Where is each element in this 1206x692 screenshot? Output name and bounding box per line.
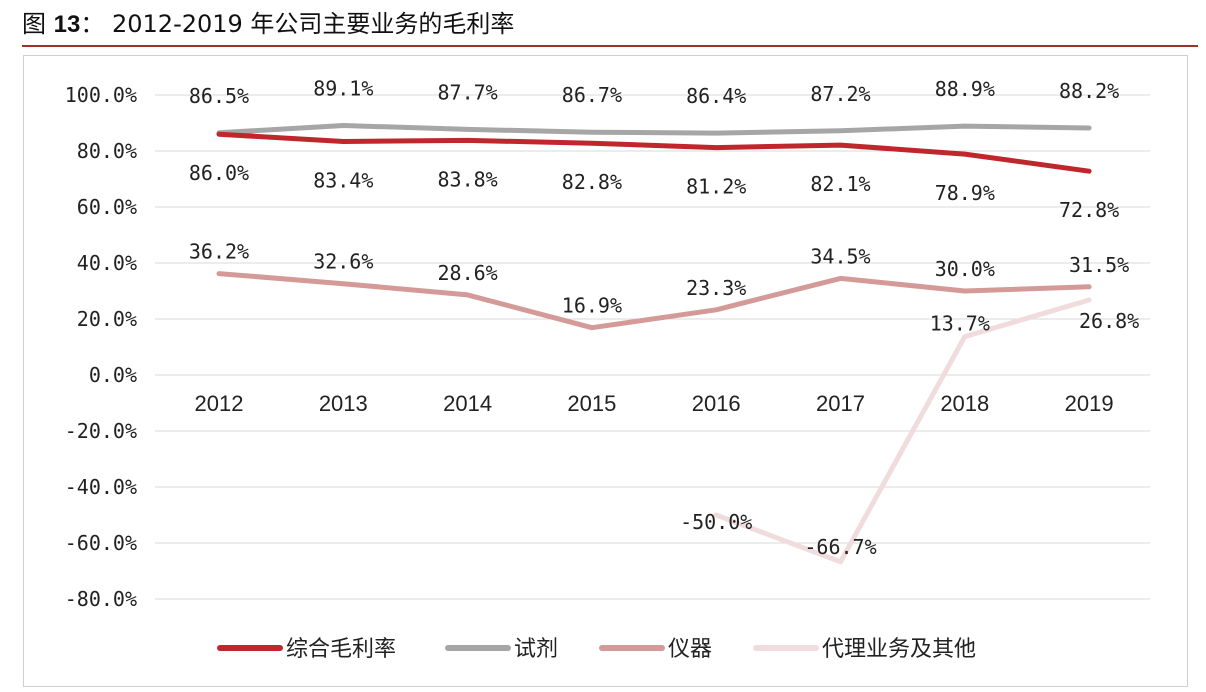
data-label: 31.5%	[1069, 253, 1129, 277]
data-label: 87.2%	[810, 82, 870, 106]
y-tick-label: -20.0%	[65, 419, 137, 443]
x-tick-label: 2016	[692, 391, 741, 416]
data-label: 30.0%	[935, 257, 995, 281]
legend-label: 综合毛利率	[286, 637, 396, 662]
data-label: 78.9%	[935, 181, 995, 205]
data-label: 82.8%	[562, 170, 622, 194]
data-label: 83.8%	[437, 167, 497, 191]
data-label: 28.6%	[437, 261, 497, 285]
y-tick-label: -80.0%	[65, 587, 137, 611]
data-label: 86.4%	[686, 84, 746, 108]
data-label: 89.1%	[313, 77, 373, 101]
data-label: 82.1%	[810, 172, 870, 196]
series-line	[216, 123, 1092, 136]
gridlines	[155, 94, 1150, 600]
legend-label: 仪器	[668, 637, 712, 662]
y-tick-label: 100.0%	[65, 83, 137, 107]
y-tick-label: 20.0%	[77, 307, 137, 331]
data-label: 86.5%	[189, 84, 249, 108]
data-label: 16.9%	[562, 294, 622, 318]
x-tick-label: 2017	[816, 391, 865, 416]
y-tick-label: 60.0%	[77, 195, 137, 219]
data-label: 13.7%	[930, 312, 990, 336]
y-tick-label: 80.0%	[77, 139, 137, 163]
data-label: 88.9%	[935, 77, 995, 101]
series-line	[216, 271, 1092, 331]
series-lines	[216, 123, 1092, 565]
x-axis-labels: 2012 2013 2014 2015 2016 2017 2018 2019	[195, 391, 1114, 416]
x-tick-label: 2015	[567, 391, 616, 416]
figure-number: 13	[53, 11, 81, 38]
y-tick-label: -40.0%	[65, 475, 137, 499]
x-tick-label: 2018	[940, 391, 989, 416]
x-tick-label: 2019	[1065, 391, 1114, 416]
data-label: 88.2%	[1059, 79, 1119, 103]
data-label: 86.7%	[562, 83, 622, 107]
data-label: 87.7%	[437, 80, 497, 104]
data-label: 81.2%	[686, 175, 746, 199]
x-tick-label: 2012	[195, 391, 244, 416]
data-label: 26.8%	[1079, 309, 1139, 333]
series-line	[713, 297, 1092, 565]
legend-label: 代理业务及其他	[822, 637, 976, 662]
data-label: 83.4%	[313, 168, 373, 192]
data-label: -50.0%	[680, 510, 752, 534]
y-tick-label: -60.0%	[65, 531, 137, 555]
y-tick-label: 40.0%	[77, 251, 137, 275]
data-label: 32.6%	[313, 250, 373, 274]
figure-colon: ：	[80, 10, 105, 38]
data-label: 36.2%	[189, 240, 249, 264]
data-label: 34.5%	[810, 244, 870, 268]
figure-title: 图 13： 2012-2019 年公司主要业务的毛利率	[22, 6, 514, 42]
x-tick-label: 2014	[443, 391, 492, 416]
chart-frame	[23, 55, 1188, 687]
data-labels: 86.0% 83.4% 83.8% 82.8% 81.2% 82.1% 78.9% 72.8%…	[189, 77, 1139, 559]
data-label: 23.3%	[686, 276, 746, 300]
data-label: -66.7%	[804, 535, 876, 559]
y-tick-label: 0.0%	[89, 363, 137, 387]
legend-label: 试剂	[514, 637, 558, 662]
legend: 综合毛利率 试剂 仪器 代理业务及其他	[217, 637, 976, 662]
y-axis-labels: 100.0% 80.0% 60.0% 40.0% 20.0% 0.0% -20.0% -40.…	[65, 83, 137, 611]
title-divider	[22, 45, 1198, 47]
x-tick-label: 2013	[319, 391, 368, 416]
data-label: 86.0%	[189, 161, 249, 185]
data-label: 72.8%	[1059, 198, 1119, 222]
series-line	[216, 131, 1092, 174]
figure-prefix: 图	[22, 10, 46, 38]
figure-title-text: 2012-2019 年公司主要业务的毛利率	[111, 10, 515, 38]
